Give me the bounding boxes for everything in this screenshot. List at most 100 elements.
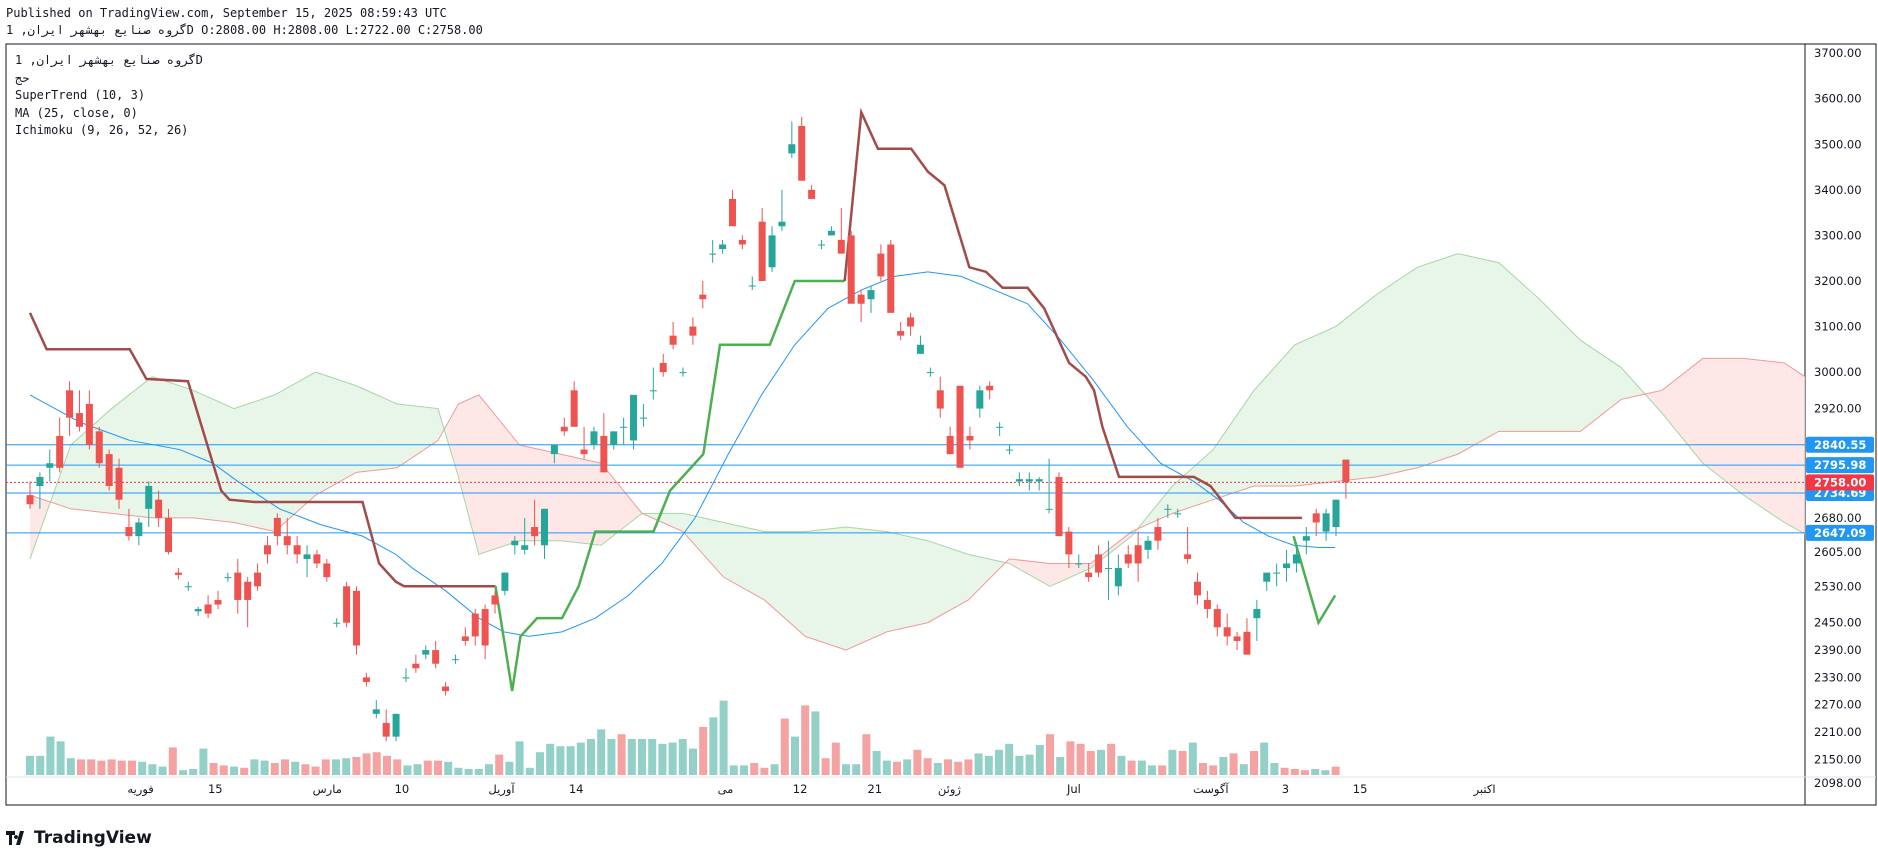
candle (412, 654, 420, 673)
tradingview-logo[interactable]: TradingView (6, 828, 152, 848)
ichimoku-cloud-segment (1672, 374, 1683, 439)
candle (1075, 554, 1083, 569)
candle (263, 536, 271, 564)
candle (1312, 508, 1320, 537)
candle-body (659, 362, 667, 373)
volume-bar (311, 766, 320, 775)
candle (620, 417, 628, 446)
candle-body (1085, 572, 1093, 578)
chart-legend: گروه صنایع بهشهر ایران, 1D حج SuperTrend… (15, 52, 203, 140)
volume-bar (842, 764, 850, 775)
candle-body (709, 253, 717, 255)
ichimoku-cloud-segment (1539, 299, 1550, 432)
candle-body (758, 221, 766, 281)
ichimoku-cloud-segment (1335, 318, 1346, 482)
ichimoku-cloud-segment (407, 405, 418, 461)
volume-bar (944, 759, 952, 775)
volume-bar (189, 769, 198, 775)
candle-body (1233, 636, 1241, 641)
candle (709, 239, 717, 263)
ichimoku-cloud-segment (336, 378, 347, 484)
volume-bar (1290, 769, 1299, 775)
volume-bar (464, 769, 473, 775)
candle-body (728, 198, 736, 227)
candle (1164, 504, 1172, 518)
volume-bar (1188, 742, 1197, 775)
volume-bar (791, 736, 799, 775)
volume-bar (627, 739, 636, 775)
legend-symbol[interactable]: گروه صنایع بهشهر ایران, 1D (15, 53, 203, 67)
price-tick-label: 2530.00 (1814, 579, 1862, 593)
candle-body (234, 572, 242, 600)
volume-bar (954, 761, 963, 775)
candle (818, 239, 826, 250)
ichimoku-cloud-segment (723, 522, 734, 583)
volume-bar (46, 736, 55, 775)
candle (1233, 631, 1241, 651)
ichimoku-cloud-segment (305, 372, 316, 505)
candle (916, 335, 924, 354)
ichimoku-cloud-segment (1284, 344, 1295, 487)
candle-body (877, 253, 885, 277)
volume-bar (372, 752, 381, 775)
ichimoku-cloud-segment (346, 382, 357, 479)
time-tick-label: 12 (793, 782, 808, 796)
ichimoku-cloud-segment (1070, 563, 1081, 578)
brand-name: TradingView (34, 828, 152, 848)
candle-body (1213, 609, 1221, 628)
volume-bar (1229, 753, 1238, 775)
candle (432, 640, 440, 669)
candle-body (818, 244, 826, 246)
ichimoku-cloud-segment (1447, 253, 1458, 458)
supertrend-up-line (494, 279, 845, 692)
candle-body (382, 722, 390, 737)
candle (273, 513, 281, 546)
candle-body (1134, 545, 1142, 564)
candle-body (1015, 479, 1023, 482)
legend-supertrend[interactable]: SuperTrend (10, 3) (15, 88, 146, 102)
candle (66, 381, 74, 436)
time-tick-label: می (718, 782, 734, 796)
hline-price-tag: 2840.55 (1814, 438, 1866, 452)
volume-bar (1127, 760, 1136, 775)
ichimoku-cloud-segment (733, 524, 744, 589)
candle (1006, 445, 1014, 455)
price-tick-label: 3700.00 (1814, 46, 1862, 60)
time-tick-label: Jul (1066, 782, 1081, 796)
candle (768, 226, 776, 272)
candle (333, 618, 341, 628)
candle-body (402, 677, 410, 679)
price-tick-label: 2150.00 (1814, 752, 1862, 766)
ichimoku-cloud-segment (417, 406, 428, 455)
volume-bar (383, 755, 391, 775)
candle (125, 508, 133, 541)
ichimoku-cloud-segment (988, 558, 999, 580)
candle (808, 185, 816, 199)
candle-body (511, 540, 519, 546)
candle-body (847, 235, 855, 304)
volume-bar (179, 770, 187, 775)
volume-bar (831, 742, 840, 775)
ichimoku-cloud-segment (1009, 558, 1020, 570)
legend-ichimoku[interactable]: Ichimoku (9, 26, 52, 26) (15, 123, 189, 137)
candle (491, 590, 499, 614)
ichimoku-cloud-segment (30, 495, 41, 559)
candle-body (1322, 513, 1330, 532)
price-tick-label: 3200.00 (1814, 274, 1862, 288)
candle-body (996, 426, 1004, 428)
ichimoku-cloud-segment (387, 399, 398, 469)
volume-bar (332, 759, 340, 775)
candle-body (343, 586, 351, 623)
volume-bar (1025, 754, 1034, 775)
candle-body (432, 650, 440, 664)
volume-bar (1005, 743, 1014, 775)
ichimoku-cloud-segment (805, 530, 816, 640)
legend-ma[interactable]: MA (25, close, 0) (15, 105, 138, 120)
candle-body (1065, 531, 1073, 555)
candle-body (778, 221, 786, 227)
candle-body (689, 326, 697, 336)
volume-bar (617, 734, 626, 775)
candle-body (85, 403, 93, 446)
volume-bar (893, 761, 901, 775)
